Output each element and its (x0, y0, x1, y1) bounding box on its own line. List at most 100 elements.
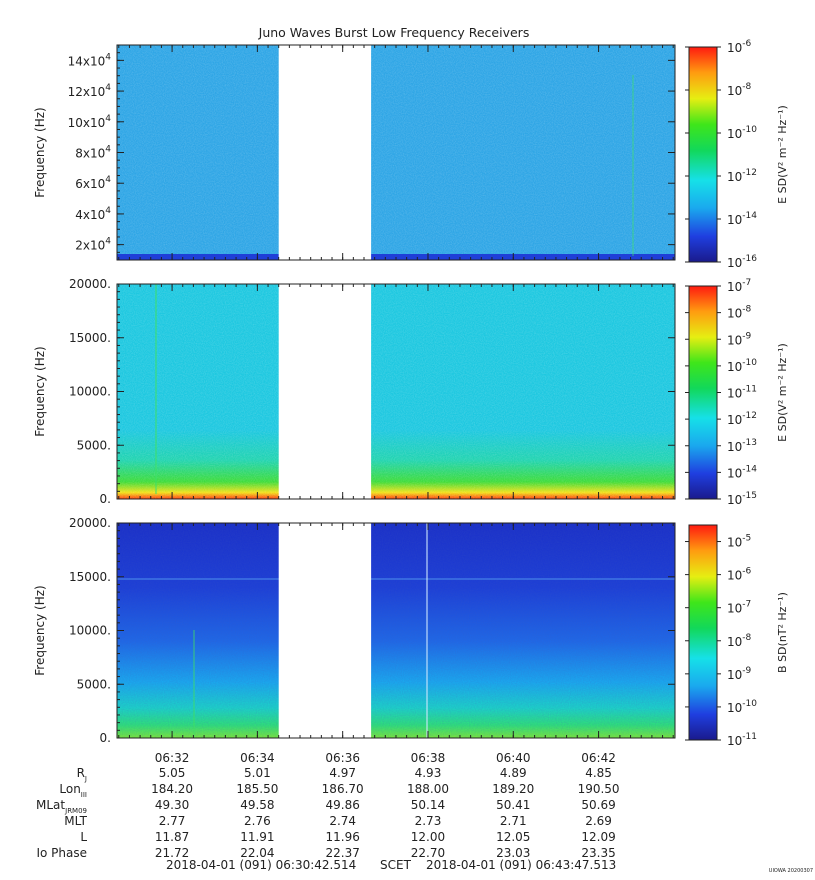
x-tick-label: 06:42 (581, 751, 616, 765)
colorbar-tick-label: 10-6 (727, 39, 752, 55)
colorbar-tick-label: 10-13 (727, 438, 757, 454)
ephemeris-label: L (80, 830, 87, 844)
colorbar (688, 46, 718, 263)
ephemeris-label: MLT (64, 814, 87, 828)
ephemeris-value: 49.86 (325, 798, 360, 812)
ephemeris-value: 2.76 (244, 814, 271, 828)
colorbar-tick-label: 10-7 (727, 278, 751, 294)
ephemeris-value: 23.03 (496, 846, 531, 860)
footer-end: 2018-04-01 (091) 06:43:47.513 (426, 858, 616, 872)
ephemeris-value: 11.87 (154, 830, 190, 844)
colorbar-tick-label: 10-12 (727, 411, 757, 427)
ephemeris-value: 188.00 (406, 782, 449, 796)
data-gap (278, 44, 372, 261)
colorbar-tick-label: 10-8 (727, 633, 752, 649)
colorbar-tick-label: 10-5 (727, 534, 751, 550)
y-axis-label: Frequency (Hz) (33, 346, 47, 437)
ephemeris-value: 22.37 (325, 846, 360, 860)
ephemeris-label-sub: J (84, 775, 87, 783)
y-tick-label: 15000. (69, 570, 111, 584)
colorbar-tick-label: 10-8 (727, 82, 752, 98)
colorbar-label: E SD(V² m⁻² Hz⁻¹) (776, 343, 789, 442)
ephemeris-value: 22.70 (410, 846, 446, 860)
ephemeris-value: 2.77 (158, 814, 186, 828)
ephemeris-value: 190.50 (577, 782, 620, 796)
ephemeris-value: 12.09 (581, 830, 616, 844)
ephemeris-value: 5.01 (244, 766, 271, 780)
colorbar-tick-label: 10-10 (727, 699, 757, 715)
y-tick-label: 8x104 (75, 145, 111, 161)
colorbar-tick-label: 10-6 (727, 567, 752, 583)
spectrogram-panel-upper: 2x104 4x104 6x104 8x104 10x104 12x104 14x104 Fr… (33, 39, 789, 270)
data-gap (278, 283, 372, 500)
ephemeris-label-sub: III (80, 791, 87, 799)
colorbar-tick-label: 10-7 (727, 600, 751, 616)
y-tick-label: 15000. (69, 331, 111, 345)
colorbar (688, 285, 718, 500)
y-tick-label: 14x104 (68, 52, 112, 68)
chart-title: Juno Waves Burst Low Frequency Receivers (258, 25, 530, 40)
ephemeris-value: 2.69 (585, 814, 612, 828)
colorbar-tick-label: 10-12 (727, 168, 757, 184)
y-tick-label: 2x104 (75, 237, 111, 253)
ephemeris-value: 4.89 (499, 766, 527, 780)
colorbar-tick-label: 10-14 (727, 464, 757, 480)
ephemeris-value: 50.14 (410, 798, 446, 812)
panels: 2x104 4x104 6x104 8x104 10x104 12x104 14x104 Fr… (33, 39, 789, 748)
colorbar-tick-label: 10-14 (727, 211, 757, 227)
ephemeris-label: LonIII (59, 782, 87, 799)
x-tick-label: 06:32 (155, 751, 190, 765)
ephemeris-label: RJ (76, 766, 87, 783)
ephemeris-value: 184.20 (151, 782, 194, 796)
colorbar-tick-label: 10-16 (727, 254, 757, 270)
ephemeris-value: 21.72 (154, 846, 190, 860)
y-tick-label: 0. (100, 492, 111, 506)
ephemeris-value: 185.50 (236, 782, 279, 796)
y-tick-label: 10000. (69, 624, 111, 638)
spectrogram-noise (117, 284, 675, 499)
x-axis: 06:32 06:34 06:36 06:38 06:40 06:42 (155, 751, 616, 765)
y-axis-label: Frequency (Hz) (33, 585, 47, 676)
colorbar-tick-label: 10-9 (727, 331, 752, 347)
y-tick-label: 4x104 (75, 206, 111, 222)
ephemeris-value: 4.97 (329, 766, 357, 780)
ephemeris-value: 2.73 (414, 814, 442, 828)
ephemeris-value: 2.74 (329, 814, 357, 828)
ephemeris-value: 22.04 (240, 846, 275, 860)
ephemeris-value: 186.70 (321, 782, 364, 796)
spectrogram-noise (117, 45, 675, 260)
y-tick-label: 20000. (69, 277, 111, 291)
ephemeris-value: 11.91 (240, 830, 275, 844)
colorbar-tick-label: 10-10 (727, 358, 757, 374)
y-tick-label: 5000. (77, 438, 111, 452)
x-tick-label: 06:34 (240, 751, 275, 765)
ephemeris-value: 4.93 (414, 766, 442, 780)
ephemeris-label-sub: JRM09 (65, 807, 87, 815)
colorbar-tick-label: 10-11 (727, 385, 757, 401)
ephemeris-value: 2.71 (499, 814, 527, 828)
x-tick-label: 06:36 (325, 751, 360, 765)
colorbar-tick-label: 10-8 (727, 305, 752, 321)
uiowa-stamp: UIOWA 20200307 (769, 868, 813, 874)
ephemeris-value: 50.69 (581, 798, 616, 812)
colorbar-tick-label: 10-15 (727, 491, 757, 507)
x-tick-label: 06:40 (496, 751, 531, 765)
colorbar-label: E SD(V² m⁻² Hz⁻¹) (776, 105, 789, 204)
ephemeris-label: Io Phase (36, 846, 87, 860)
y-tick-label: 20000. (69, 516, 111, 530)
colorbar (688, 524, 718, 741)
colorbar-tick-label: 10-9 (727, 666, 752, 682)
data-gap (278, 522, 372, 739)
ephemeris-label: MLatJRM09 (36, 798, 87, 815)
footer-start: 2018-04-01 (091) 06:30:42.514 (166, 858, 356, 872)
y-tick-label: 10000. (69, 385, 111, 399)
y-tick-label: 10x104 (68, 114, 112, 130)
spectrogram-panel-lower: 0. 5000. 10000. 15000. 20000. Frequency (Hz) 1… (33, 516, 789, 748)
colorbar-tick-label: 10-11 (727, 732, 757, 748)
ephemeris-value: 49.30 (154, 798, 190, 812)
y-tick-label: 6x104 (75, 175, 111, 191)
ephemeris-value: 49.58 (240, 798, 275, 812)
y-tick-label: 0. (100, 731, 111, 745)
ephemeris-value: 11.96 (325, 830, 360, 844)
y-tick-label: 12x104 (68, 83, 112, 99)
